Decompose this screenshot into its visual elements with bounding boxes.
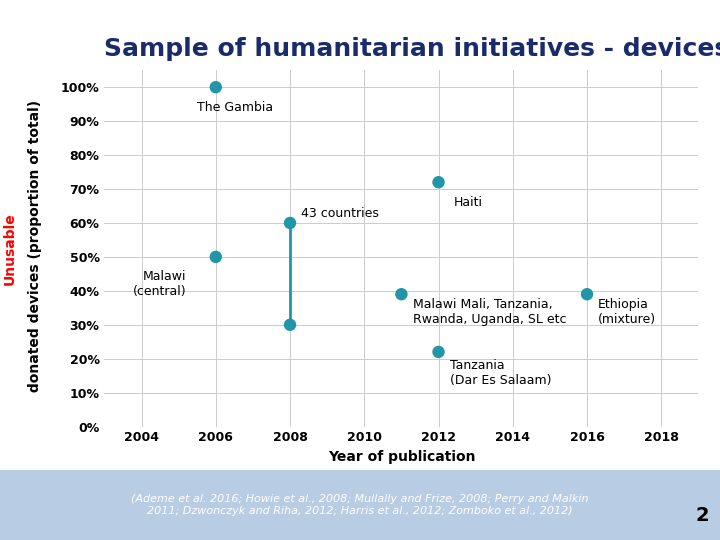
Text: (Ademe et al. 2016; Howie et al., 2008; Mullally and Frize, 2008; Perry and Malk: (Ademe et al. 2016; Howie et al., 2008; … [131, 494, 589, 516]
X-axis label: Year of publication: Year of publication [328, 450, 475, 464]
Point [210, 253, 222, 261]
Text: 43 countries: 43 countries [301, 206, 379, 220]
Point [284, 219, 296, 227]
Text: Malawi
(central): Malawi (central) [132, 271, 186, 299]
Text: Malawi Mali, Tanzania,
Rwanda, Uganda, SL etc: Malawi Mali, Tanzania, Rwanda, Uganda, S… [413, 298, 566, 326]
Point [284, 320, 296, 329]
Text: Tanzania
(Dar Es Salaam): Tanzania (Dar Es Salaam) [450, 359, 552, 387]
Text: The Gambia: The Gambia [197, 101, 274, 114]
Text: donated devices (proportion of total): donated devices (proportion of total) [27, 100, 42, 397]
Text: Unusable: Unusable [2, 212, 17, 285]
Text: Ethiopia
(mixture): Ethiopia (mixture) [598, 298, 657, 326]
Text: Sample of humanitarian initiatives - devices: Sample of humanitarian initiatives - dev… [104, 37, 720, 62]
Point [433, 178, 444, 186]
Text: 2: 2 [696, 506, 709, 525]
Point [210, 83, 222, 91]
Point [395, 290, 407, 299]
Point [433, 348, 444, 356]
Point [581, 290, 593, 299]
Text: Haiti: Haiti [454, 196, 482, 209]
